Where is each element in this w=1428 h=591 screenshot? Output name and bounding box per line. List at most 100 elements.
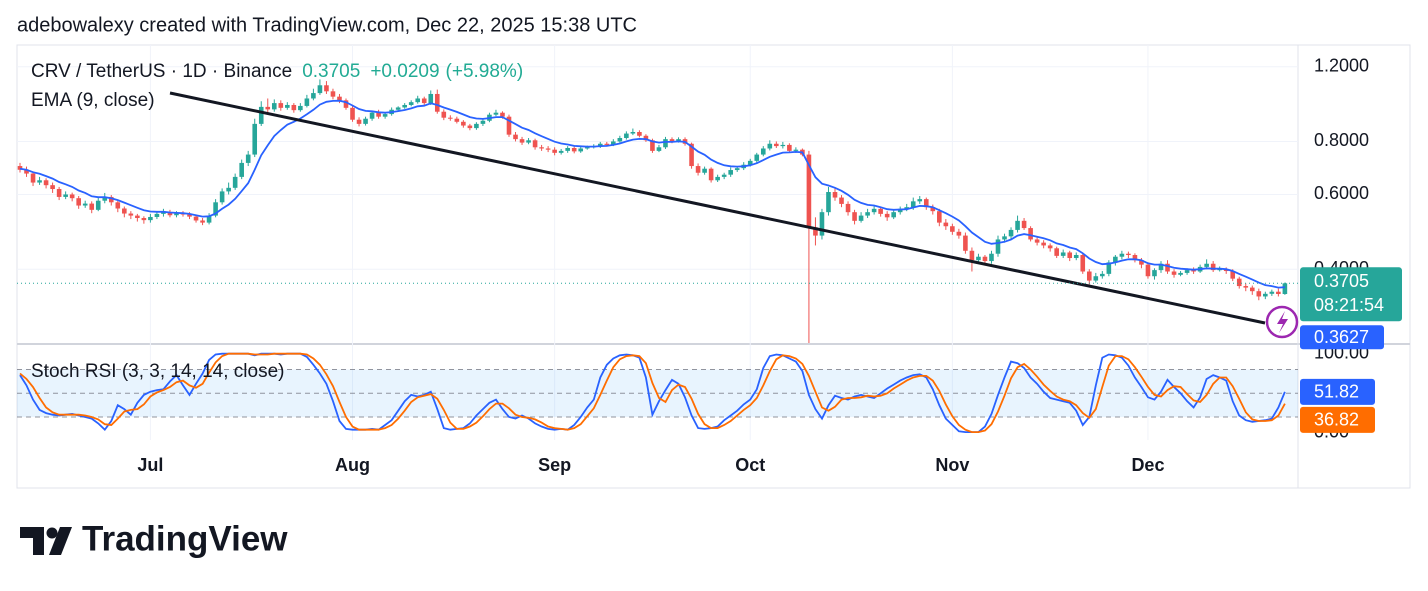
candle-body (356, 119, 362, 124)
candle-body (884, 213, 890, 218)
candle-body (865, 212, 870, 216)
candle-body (1093, 276, 1099, 281)
candle-body (780, 144, 786, 147)
candle-body (558, 150, 564, 153)
stoch-legend: Stoch RSI (3, 3, 14, 14, close) (31, 361, 284, 382)
last-price: 0.3705 (302, 61, 360, 82)
candle-body (832, 192, 838, 198)
candle-body (826, 192, 831, 213)
candle-body (597, 143, 603, 147)
candle-body (1263, 293, 1268, 297)
candle-body (819, 212, 825, 236)
ema-line (19, 99, 1285, 289)
stoch-badge (1300, 378, 1375, 405)
candle-body (56, 189, 62, 197)
candle-body (271, 103, 277, 110)
candle-body (76, 198, 81, 206)
candle-body (1067, 252, 1073, 259)
candle-body (1249, 287, 1255, 292)
ema-label: 0.3627 (1314, 327, 1369, 347)
y-tick-label: 0.6000 (1314, 183, 1369, 203)
candle-body (963, 235, 968, 251)
alert-icon[interactable] (1265, 305, 1299, 339)
candle-body (1204, 263, 1209, 267)
candle-body (1210, 263, 1216, 271)
candle-body (611, 141, 616, 145)
candle-body (917, 199, 923, 202)
x-tick-label: Oct (735, 455, 765, 475)
candle-body (135, 215, 140, 219)
candle-body (1008, 229, 1014, 237)
candle-body (17, 166, 23, 170)
candle-body (754, 154, 760, 161)
candle-body (760, 148, 766, 155)
candle-body (852, 212, 857, 221)
candle-body (376, 112, 381, 117)
y-tick-label: 1.2000 (1314, 55, 1369, 75)
candle-body (1054, 248, 1059, 256)
candle-body (643, 135, 649, 141)
candle-body (1236, 278, 1242, 287)
candle-body (467, 125, 473, 129)
candle-body (676, 139, 681, 142)
candle-body (669, 139, 675, 142)
candle-body (702, 168, 707, 173)
candle-body (891, 212, 896, 218)
candle-body (193, 216, 199, 221)
candle-body (1060, 252, 1066, 256)
stoch-value-label: 51.82 (1314, 382, 1359, 402)
candle-body (448, 117, 453, 119)
x-tick-label: Sep (538, 455, 571, 475)
candle-body (1145, 264, 1151, 277)
brand-name: TradingView (82, 519, 288, 558)
candle-body (128, 213, 134, 216)
candle-body (956, 231, 962, 236)
candle-body (363, 118, 368, 124)
x-tick-label: Jul (137, 455, 163, 475)
candle-body (239, 162, 244, 177)
candle-body (1191, 270, 1196, 272)
candle-body (82, 203, 88, 206)
candle-body (747, 160, 753, 165)
candle-body (1034, 239, 1040, 243)
candle-body (1041, 242, 1046, 246)
candle-body (395, 107, 401, 110)
candle-body (617, 138, 623, 142)
stoch-badge (1300, 406, 1375, 433)
candle-body (571, 148, 577, 152)
candle-body (50, 185, 55, 190)
candle-body (102, 196, 108, 201)
x-tick-label: Aug (335, 455, 370, 475)
candle-body (904, 207, 910, 209)
candle-body (480, 120, 486, 124)
candle-body (291, 104, 297, 111)
candle-body (976, 256, 981, 261)
candle-body (95, 200, 101, 210)
candle-body (311, 93, 316, 99)
candle-body (1113, 256, 1118, 263)
candle-body (839, 197, 844, 204)
candle-body (434, 93, 440, 112)
candle-body (1002, 236, 1007, 240)
candle-body (787, 144, 792, 151)
candle-body (187, 214, 192, 217)
candle-body (506, 116, 512, 135)
candle-body (69, 194, 75, 199)
candle-body (1119, 253, 1125, 257)
candle-body (995, 239, 1001, 254)
candle-body (513, 134, 518, 140)
candle-body (1106, 262, 1112, 274)
candle-body (624, 133, 629, 139)
candle-body (1269, 291, 1275, 294)
candle-body (950, 226, 955, 232)
candle-body (858, 215, 864, 221)
candle-body (161, 212, 166, 214)
candle-body (930, 207, 936, 212)
candle-body (813, 227, 818, 236)
candle-body (1282, 283, 1288, 295)
candle-body (108, 196, 114, 203)
candle-body (265, 106, 271, 110)
candle-body (122, 208, 127, 214)
candle-body (24, 169, 29, 174)
